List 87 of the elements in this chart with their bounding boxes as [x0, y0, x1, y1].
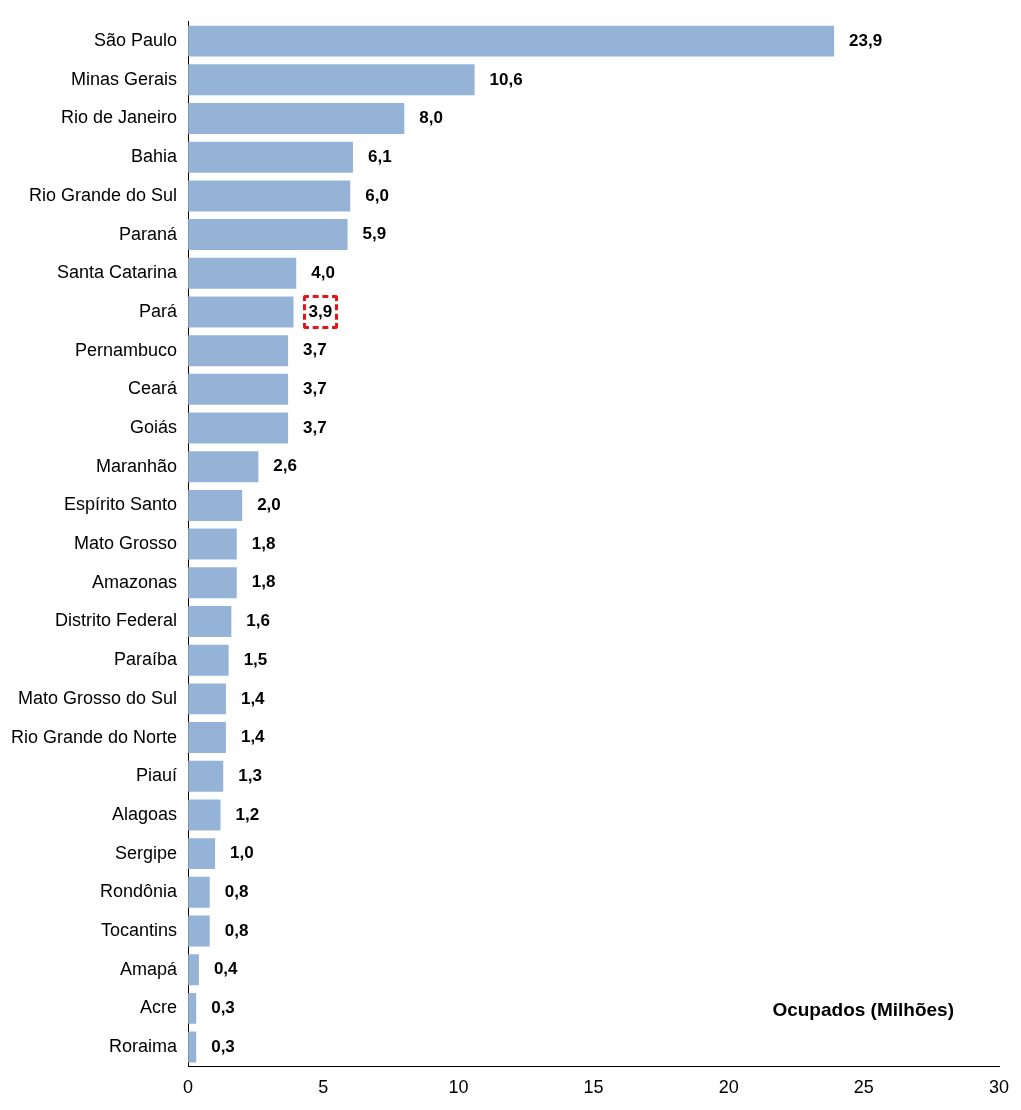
x-tick-label: 0: [183, 1077, 194, 1098]
y-tick-label: Rio Grande do Norte: [10, 726, 178, 747]
data-label: 3,7: [303, 340, 327, 360]
y-tick-label: Roraima: [109, 1036, 179, 1057]
bar: [188, 915, 210, 947]
bar: [188, 876, 210, 908]
x-tick-label: 30: [988, 1077, 1010, 1098]
bar: [188, 683, 226, 715]
data-label: 5,9: [362, 224, 387, 244]
data-label: 8,0: [419, 108, 443, 128]
bar: [188, 722, 226, 754]
data-label: 0,4: [213, 959, 239, 979]
data-label: 3,7: [303, 379, 327, 399]
y-tick-label: Tocantins: [101, 919, 178, 940]
bar: [188, 567, 237, 599]
data-label: 1,8: [251, 533, 276, 553]
bar: [188, 838, 216, 870]
y-tick-label: Rio Grande do Sul: [28, 184, 178, 205]
bar: [188, 335, 289, 367]
data-label: 3,9: [308, 301, 333, 321]
data-label: 0,8: [224, 920, 249, 940]
data-label: 6,1: [367, 146, 392, 166]
y-tick-label: Mato Grosso do Sul: [18, 687, 178, 708]
y-tick-label: Amazonas: [92, 571, 178, 592]
y-tick-label: Rio de Janeiro: [61, 107, 178, 128]
data-label: 3,7: [303, 417, 327, 437]
y-tick-label: Goiás: [130, 417, 178, 437]
x-tick-label: 20: [718, 1077, 739, 1098]
bar: [188, 373, 289, 405]
y-tick-label: Alagoas: [112, 803, 178, 824]
bar: [188, 799, 221, 831]
x-axis-title: Ocupados (Milhões): [772, 999, 954, 1021]
y-tick-label: Amapá: [120, 958, 179, 979]
bar: [188, 25, 835, 57]
data-label: 1,5: [243, 649, 268, 669]
y-tick-label: Santa Catarina: [57, 262, 179, 283]
data-label: 6,0: [365, 185, 389, 205]
data-label: 1,4: [240, 688, 266, 708]
y-tick-label: Acre: [140, 997, 178, 1018]
data-label: 4,0: [311, 262, 335, 282]
bar: [188, 257, 297, 289]
x-tick-label: 25: [853, 1077, 874, 1098]
bar: [188, 954, 199, 986]
x-tick-label: 5: [318, 1077, 329, 1098]
y-tick-label: Mato Grosso: [74, 533, 178, 554]
y-tick-label: Paraíba: [114, 649, 179, 670]
y-tick-label: Sergipe: [115, 842, 178, 863]
y-tick-label: Pará: [139, 300, 179, 321]
bar: [188, 760, 224, 792]
x-tick-label: 15: [583, 1077, 604, 1098]
data-label: 1,8: [251, 572, 276, 592]
y-tick-label: Espírito Santo: [64, 494, 178, 515]
bar: [188, 296, 294, 328]
data-label: 1,6: [246, 611, 270, 631]
y-tick-label: Maranhão: [96, 455, 178, 476]
y-tick-label: Rondônia: [100, 881, 179, 902]
data-label: 1,0: [230, 843, 254, 863]
y-tick-label: Pernambuco: [75, 339, 178, 360]
y-tick-label: Paraná: [119, 223, 179, 244]
data-label: 0,8: [224, 881, 249, 901]
data-label: 1,4: [240, 727, 266, 747]
data-label: 0,3: [211, 998, 235, 1018]
data-label: 0,3: [211, 1036, 235, 1056]
data-label: 10,6: [489, 69, 523, 89]
bar: [188, 141, 353, 173]
y-tick-label: Piauí: [136, 765, 178, 786]
data-label: 2,0: [257, 495, 281, 515]
x-tick-label: 10: [448, 1077, 469, 1098]
data-label: 1,3: [238, 765, 262, 785]
bar: [188, 64, 475, 96]
y-tick-label: Distrito Federal: [55, 610, 178, 631]
y-tick-label: Bahia: [131, 146, 179, 167]
bar: [188, 451, 259, 483]
bar: [188, 606, 232, 637]
bar: [188, 103, 405, 134]
bar: [188, 219, 348, 251]
bar: [188, 528, 237, 560]
data-label: 23,9: [849, 30, 883, 50]
bar: [188, 180, 351, 212]
bar: [188, 412, 289, 444]
y-tick-label: São Paulo: [94, 30, 178, 51]
data-label: 2,6: [273, 456, 298, 476]
data-label: 1,2: [235, 804, 260, 824]
y-tick-label: Minas Gerais: [71, 68, 178, 89]
y-tick-label: Ceará: [128, 378, 179, 399]
bar: [188, 644, 229, 676]
bar: [188, 489, 243, 521]
